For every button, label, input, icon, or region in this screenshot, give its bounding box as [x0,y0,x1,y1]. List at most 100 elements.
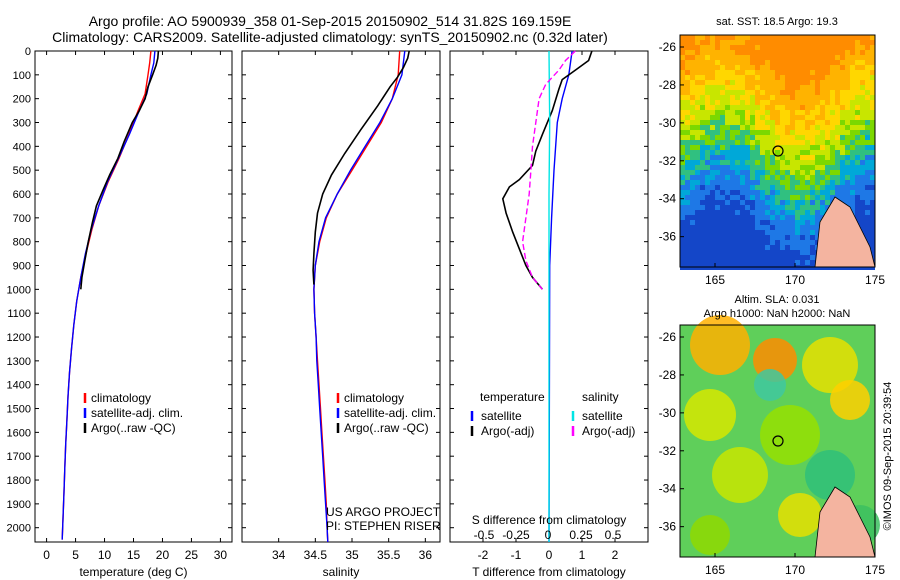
sla-map-title-line2: Argo h1000: NaN h2000: NaN [704,308,851,320]
x-axis-label: T difference from climatology [472,565,626,579]
y-tick-label: 1300 [7,356,31,368]
legend-label: Argo(-adj) [481,424,534,438]
map-y-tick-label: -26 [659,330,677,344]
series-line-climatology [313,50,401,543]
map-y-tick-label: -32 [659,154,677,168]
series-line-argorawqc [312,50,410,285]
map-y-tick-label: -34 [659,192,677,206]
project-name: US ARGO PROJECT [326,505,441,519]
map-y-tick-label: -36 [659,520,677,534]
y-tick-label: 1200 [7,332,31,344]
salinity-diff-tick-label: 0 [545,528,552,542]
y-tick-label: 400 [13,141,31,153]
salinity-diff-tick-label: -0.25 [502,528,530,542]
map-frame [679,324,876,558]
series-line-climatology [61,50,152,540]
x-tick-label: 5 [72,548,79,562]
x-tick-label: 15 [127,548,141,562]
legend-title-temperature: temperature [480,390,545,404]
sst-map-title: sat. SST: 18.5 Argo: 19.3 [716,16,838,28]
map-y-tick-label: -26 [659,40,677,54]
map-x-tick-label: 170 [785,563,805,577]
x-tick-label: 25 [185,548,199,562]
legend-label: climatology [91,391,151,405]
sla-map [679,315,880,558]
x-tick-label: 35.5 [377,548,401,562]
legend-label: satellite [481,409,522,423]
y-tick-label: 1700 [7,451,31,463]
y-tick-label: 2000 [7,523,31,535]
series-line-satelliteadjclim [313,50,406,543]
x-tick-label: 0 [43,548,50,562]
y-tick-label: 1100 [7,308,31,320]
map-frame [679,34,876,268]
y-tick-label: 300 [13,118,31,130]
argo-position-marker [772,435,784,447]
series-line-satellite [548,50,551,542]
land-area [814,196,876,268]
map-y-tick-label: -30 [659,116,677,130]
imos-credit: ©IMOS 09-Sep-2015 20:39:54 [882,382,894,531]
x-tick-label: 30 [214,548,228,562]
series-line-argoadj [521,50,576,290]
x-tick-label: 0 [546,548,553,562]
map-y-tick-label: -32 [659,444,677,458]
legend-label: satellite [582,409,623,423]
salinity-diff-axis-title: S difference from climatology [472,513,627,527]
legend-label: satellite-adj. clim. [344,406,436,420]
x-tick-label: 10 [98,548,112,562]
legend-label: satellite-adj. clim. [91,406,183,420]
argo-position-marker [772,145,784,157]
land-area [814,486,876,558]
map-x-tick-label: 175 [865,273,885,287]
x-tick-label: 35 [345,548,359,562]
legend-label: Argo(..raw -QC) [91,421,176,435]
x-axis-label: salinity [323,565,360,579]
y-tick-label: 900 [13,261,31,273]
x-tick-label: -1 [511,548,522,562]
legend-label: Argo(..raw -QC) [344,421,429,435]
map-y-tick-label: -36 [659,230,677,244]
y-tick-label: 100 [13,70,31,82]
legend-label: climatology [344,391,404,405]
project-pi: PI: STEPHEN RISER [326,519,441,533]
x-tick-label: 1 [579,548,586,562]
map-y-tick-label: -28 [659,78,677,92]
x-tick-label: 2 [612,548,619,562]
map-y-tick-label: -34 [659,482,677,496]
salinity-diff-tick-label: 0.25 [569,528,593,542]
map-y-tick-label: -30 [659,406,677,420]
y-tick-label: 1900 [7,499,31,511]
x-axis-label: temperature (deg C) [79,565,187,579]
map-x-tick-label: 165 [705,563,725,577]
y-tick-label: 1000 [7,284,31,296]
y-tick-label: 600 [13,189,31,201]
map-x-tick-label: 170 [785,273,805,287]
x-tick-label: 34.5 [304,548,328,562]
x-tick-label: 36 [419,548,433,562]
series-line-satelliteadjclim [61,50,156,540]
chart-title-line1: Argo profile: AO 5900939_358 01-Sep-2015… [88,13,572,29]
series-line-satellite [548,50,573,543]
x-tick-label: 34 [272,548,286,562]
salinity-diff-tick-label: -0.5 [474,528,495,542]
salinity-diff-tick-label: 0.5 [605,528,622,542]
series-line-argoadj [501,50,593,290]
y-tick-label: 1500 [7,404,31,416]
map-x-tick-label: 175 [865,563,885,577]
x-tick-label: 20 [156,548,170,562]
chart-title-line2: Climatology: CARS2009. Satellite-adjuste… [52,29,608,45]
y-tick-label: 1800 [7,475,31,487]
y-tick-label: 1400 [7,380,31,392]
legend-title-salinity: salinity [582,390,619,404]
y-tick-label: 500 [13,165,31,177]
map-x-tick-label: 165 [705,273,725,287]
sla-map-title-line1: Altim. SLA: 0.031 [735,294,820,306]
sst-map [679,34,876,270]
y-tick-label: 800 [13,237,31,249]
y-tick-label: 700 [13,213,31,225]
x-tick-label: -2 [478,548,489,562]
y-tick-label: 0 [25,46,31,58]
plot-frame-2 [241,50,441,543]
map-y-tick-label: -28 [659,368,677,382]
